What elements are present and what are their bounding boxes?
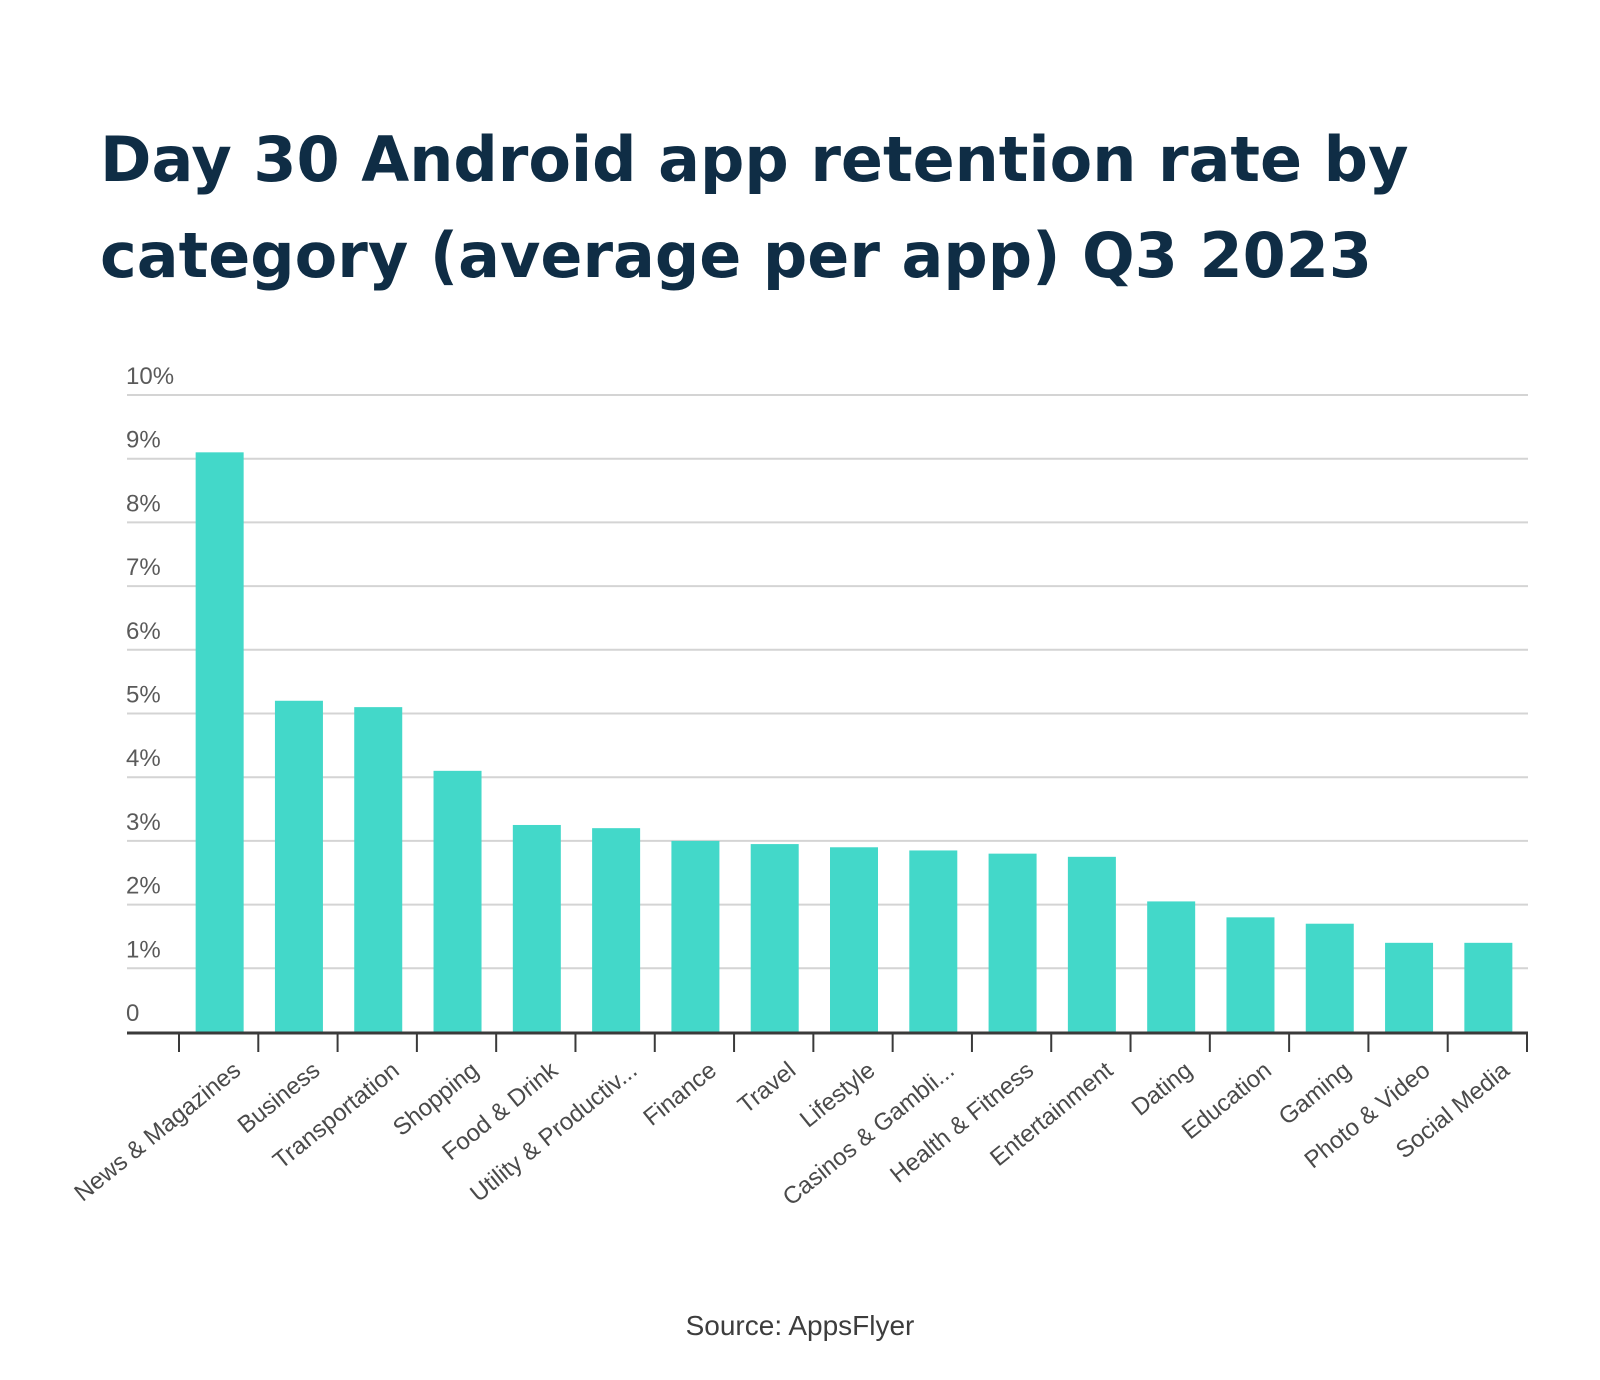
y-tick-label: 7%: [126, 554, 161, 581]
bar: [354, 707, 403, 1032]
bar: [433, 770, 482, 1032]
bar: [1305, 923, 1354, 1032]
x-tick-label: News & Magazines: [69, 1057, 246, 1207]
bar: [274, 700, 323, 1032]
bar: [671, 840, 720, 1032]
x-tick-label: Finance: [638, 1057, 721, 1132]
x-tick-label: Travel: [733, 1057, 801, 1119]
bar: [909, 850, 958, 1032]
chart-title: Day 30 Android app retention rate by cat…: [100, 123, 1409, 292]
x-tick-label: Education: [1177, 1057, 1277, 1145]
y-tick-label: 1%: [126, 936, 161, 963]
bar: [1464, 942, 1513, 1032]
x-tick-label: Health & Fitness: [885, 1057, 1039, 1189]
y-tick-label: 5%: [126, 682, 161, 709]
bar: [1147, 901, 1196, 1032]
bar: [1385, 942, 1434, 1032]
bar: [988, 853, 1037, 1032]
source-note: Source: AppsFlyer: [685, 1310, 915, 1341]
y-axis-ticks: 0 1% 2% 3% 4% 5% 6% 7% 8% 9% 10%: [126, 363, 174, 1027]
bar: [1067, 856, 1116, 1032]
y-tick-label: 2%: [126, 873, 161, 900]
y-tick-label: 9%: [126, 427, 161, 454]
bar: [750, 844, 799, 1032]
bar: [592, 828, 641, 1032]
x-tick-label: Dating: [1127, 1057, 1198, 1122]
x-axis-labels: News & MagazinesBusinessTransportationSh…: [69, 1056, 1515, 1211]
bar: [1226, 917, 1275, 1032]
y-tick-label: 4%: [126, 745, 161, 772]
bars: [195, 452, 1513, 1033]
bar: [830, 847, 878, 1032]
gridlines: [127, 394, 1528, 970]
y-tick-label: 6%: [126, 618, 161, 645]
x-axis: [127, 1031, 1528, 1052]
y-tick-label: 10%: [126, 363, 174, 390]
bar: [512, 824, 561, 1032]
bar: [195, 452, 244, 1033]
y-tick-label: 0: [126, 1000, 139, 1027]
y-tick-label: 8%: [126, 490, 161, 517]
y-tick-label: 3%: [126, 809, 161, 836]
